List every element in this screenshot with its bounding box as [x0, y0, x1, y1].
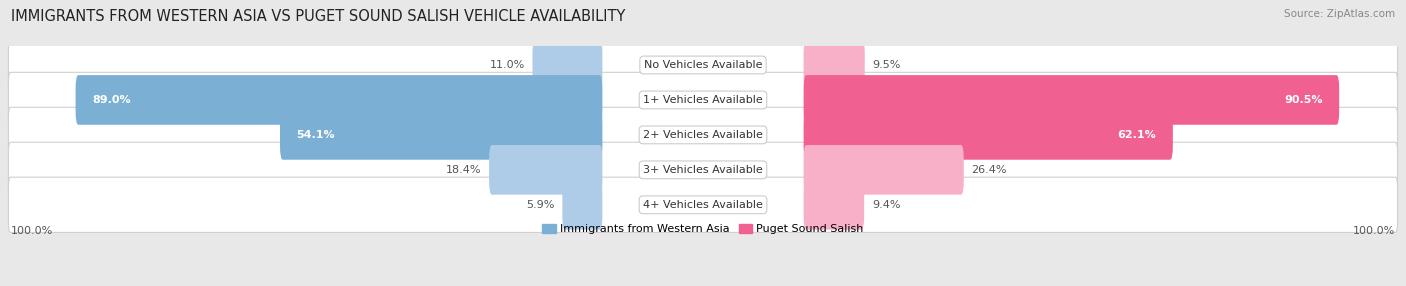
FancyBboxPatch shape: [8, 142, 1398, 197]
Text: No Vehicles Available: No Vehicles Available: [644, 60, 762, 70]
FancyBboxPatch shape: [533, 40, 602, 90]
Text: 1+ Vehicles Available: 1+ Vehicles Available: [643, 95, 763, 105]
Text: 18.4%: 18.4%: [446, 165, 481, 175]
FancyBboxPatch shape: [8, 37, 1398, 93]
FancyBboxPatch shape: [489, 145, 602, 195]
Legend: Immigrants from Western Asia, Puget Sound Salish: Immigrants from Western Asia, Puget Soun…: [538, 219, 868, 239]
FancyBboxPatch shape: [8, 177, 1398, 233]
Text: 5.9%: 5.9%: [526, 200, 555, 210]
Text: 90.5%: 90.5%: [1284, 95, 1323, 105]
Text: 100.0%: 100.0%: [1353, 226, 1396, 236]
FancyBboxPatch shape: [804, 40, 865, 90]
Text: 4+ Vehicles Available: 4+ Vehicles Available: [643, 200, 763, 210]
FancyBboxPatch shape: [804, 145, 963, 195]
Text: IMMIGRANTS FROM WESTERN ASIA VS PUGET SOUND SALISH VEHICLE AVAILABILITY: IMMIGRANTS FROM WESTERN ASIA VS PUGET SO…: [11, 9, 626, 23]
FancyBboxPatch shape: [280, 110, 602, 160]
Text: 11.0%: 11.0%: [489, 60, 524, 70]
FancyBboxPatch shape: [804, 110, 1173, 160]
Text: 54.1%: 54.1%: [297, 130, 335, 140]
FancyBboxPatch shape: [804, 180, 865, 230]
FancyBboxPatch shape: [8, 107, 1398, 162]
Text: 89.0%: 89.0%: [93, 95, 131, 105]
FancyBboxPatch shape: [76, 75, 602, 125]
Text: 9.5%: 9.5%: [872, 60, 901, 70]
FancyBboxPatch shape: [8, 72, 1398, 128]
Text: 26.4%: 26.4%: [972, 165, 1007, 175]
Text: 3+ Vehicles Available: 3+ Vehicles Available: [643, 165, 763, 175]
FancyBboxPatch shape: [562, 180, 602, 230]
Text: 100.0%: 100.0%: [10, 226, 53, 236]
Text: 2+ Vehicles Available: 2+ Vehicles Available: [643, 130, 763, 140]
FancyBboxPatch shape: [804, 75, 1339, 125]
Text: 9.4%: 9.4%: [872, 200, 900, 210]
Text: Source: ZipAtlas.com: Source: ZipAtlas.com: [1284, 9, 1395, 19]
Text: 62.1%: 62.1%: [1118, 130, 1156, 140]
